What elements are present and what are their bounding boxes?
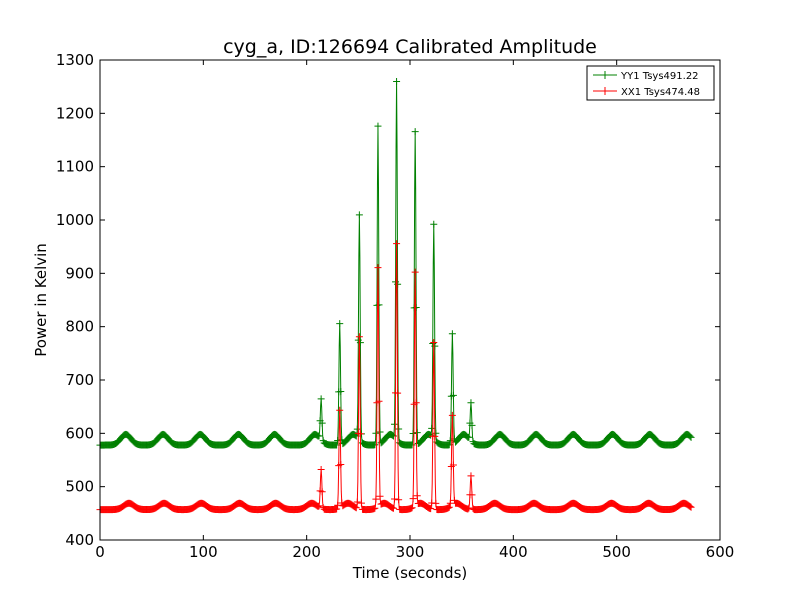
x-tick-label: 100 — [189, 543, 218, 561]
legend-marker — [601, 87, 609, 95]
plot-frame — [99, 59, 721, 541]
y-tick-label: 600 — [65, 424, 94, 442]
y-tick-label: 500 — [65, 478, 94, 496]
x-tick-label: 0 — [95, 543, 105, 561]
legend-marker — [601, 71, 609, 79]
y-tick-label: 1100 — [56, 158, 94, 176]
legend-label: YY1 Tsys491.22 — [620, 71, 699, 82]
x-tick-label: 500 — [602, 543, 631, 561]
x-axis-label: Time (seconds) — [352, 564, 468, 582]
axes: 0 100 200 300 400 500 600 400 500 600 700 800 900 100… — [56, 51, 735, 561]
x-tick-label: 300 — [396, 543, 425, 561]
x-tick-label: 600 — [706, 543, 735, 561]
legend-box — [586, 65, 715, 101]
y-tick-label: 400 — [65, 531, 94, 549]
y-axis-label: Power in Kelvin — [32, 243, 50, 357]
y-tick-label: 1300 — [56, 51, 94, 69]
legend-label: XX1 Tsys474.48 — [621, 87, 700, 98]
chart-title: cyg_a, ID:126694 Calibrated Amplitude — [223, 36, 597, 58]
y-tick-label: 1200 — [56, 104, 94, 122]
y-tick-label: 1000 — [56, 211, 94, 229]
y-tick-label: 700 — [65, 371, 94, 389]
plot-lines — [96, 78, 695, 514]
legend: YY1 Tsys491.22 XX1 Tsys474.48 — [586, 65, 715, 101]
x-tick-label: 200 — [292, 543, 321, 561]
y-tick-label: 900 — [65, 264, 94, 282]
x-tick-label: 400 — [499, 543, 528, 561]
y-tick-label: 800 — [65, 318, 94, 336]
